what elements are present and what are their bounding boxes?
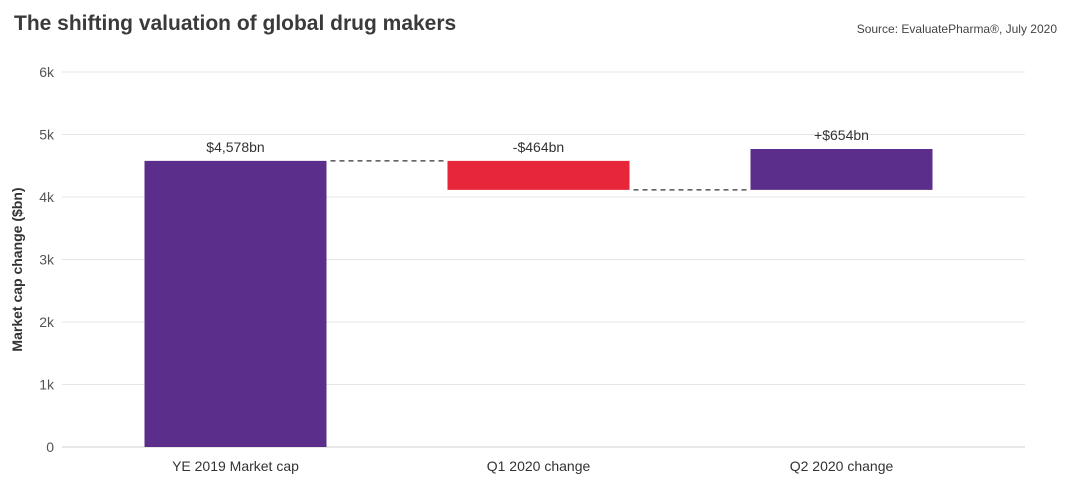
y-tick-label: 2k — [39, 314, 55, 330]
connectors — [330, 160, 747, 191]
x-tick-label: YE 2019 Market cap — [172, 458, 299, 474]
y-tick-label: 4k — [39, 189, 55, 205]
x-axis: YE 2019 Market cap Q1 2020 change Q2 2020 … — [172, 458, 893, 474]
data-label: -$464bn — [513, 139, 564, 155]
y-tick-label: 0 — [46, 439, 54, 455]
y-tick-label: 3k — [39, 252, 55, 268]
y-axis: 0 1k 2k 3k 4k 5k 6k — [39, 64, 55, 455]
chart-title: The shifting valuation of global drug ma… — [14, 12, 457, 35]
bar-q1-2020-change — [447, 160, 630, 190]
data-labels: $4,578bn -$464bn +$654bn — [206, 127, 869, 155]
y-axis-title: Market cap change ($bn) — [9, 187, 25, 351]
y-tick-label: 6k — [39, 64, 55, 80]
data-label: $4,578bn — [206, 139, 264, 155]
y-tick-label: 1k — [39, 377, 55, 393]
source-note: Source: EvaluatePharma®, July 2020 — [856, 22, 1057, 36]
x-tick-label: Q2 2020 change — [790, 458, 894, 474]
bar-ye-2019-market-cap — [144, 160, 327, 447]
bars — [144, 149, 933, 447]
x-tick-label: Q1 2020 change — [487, 458, 591, 474]
data-label: +$654bn — [814, 127, 869, 143]
bar-q2-2020-change — [750, 149, 933, 190]
y-tick-label: 5k — [39, 127, 55, 143]
